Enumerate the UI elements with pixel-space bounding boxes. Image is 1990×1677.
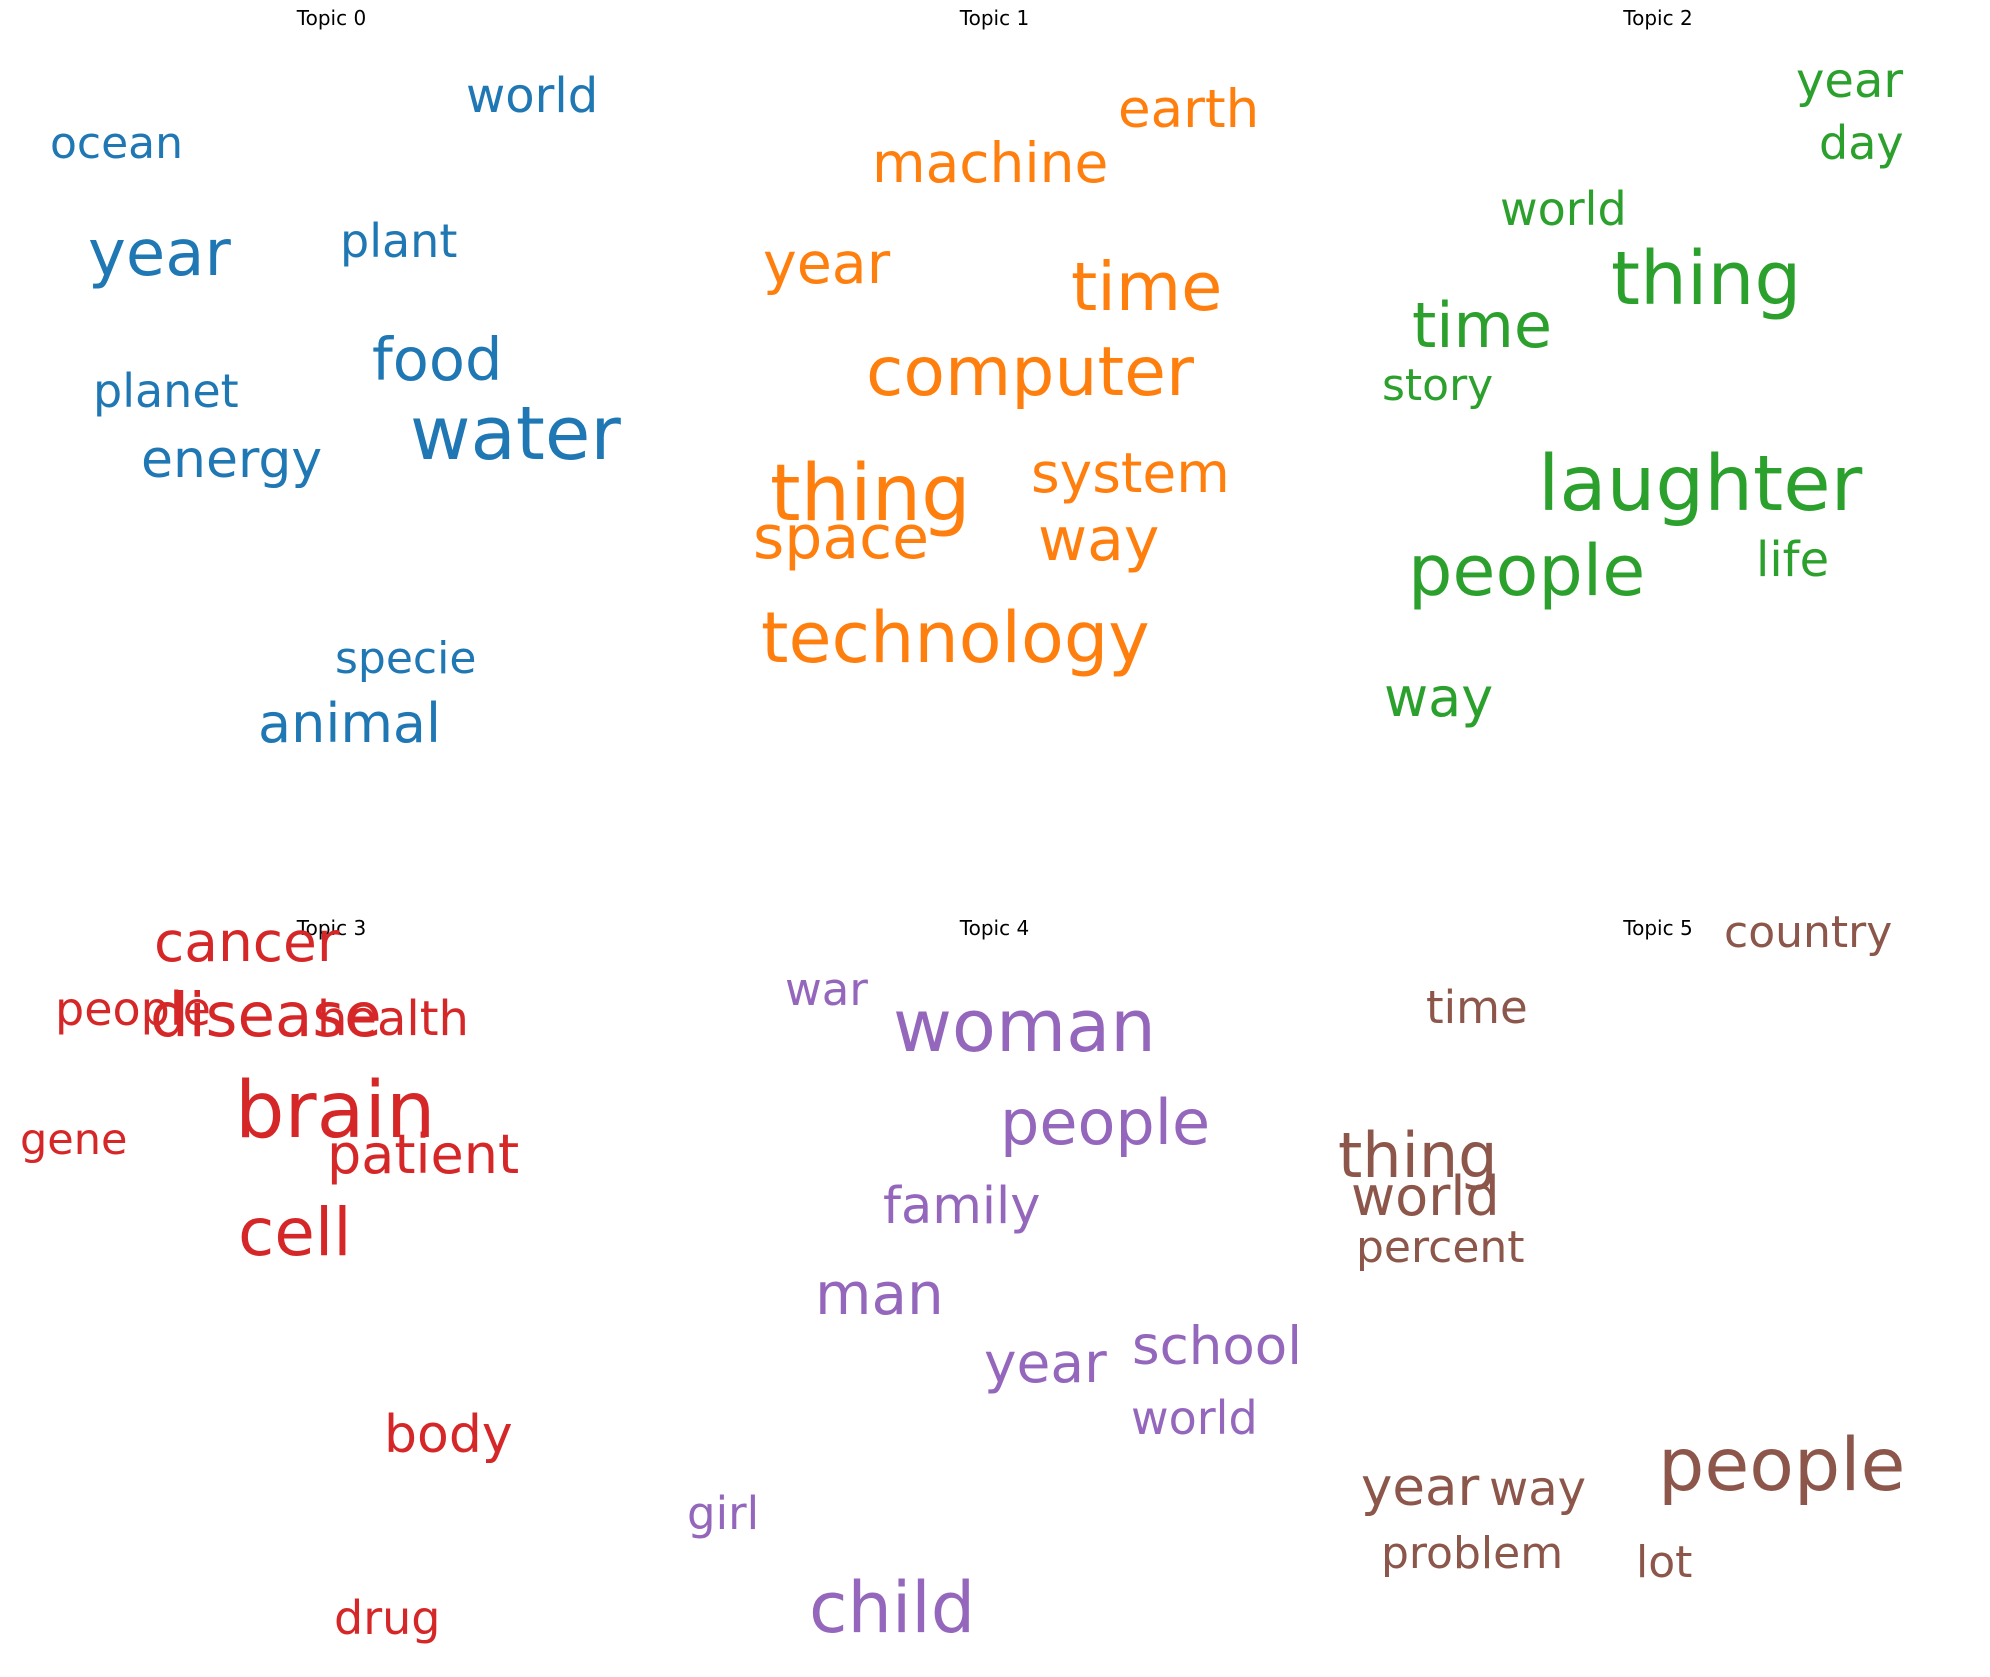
word-computer: computer xyxy=(866,333,1194,412)
word-drug: drug xyxy=(334,1591,441,1645)
topic-panel-0: Topic 0 water year food energy animal world pl… xyxy=(0,0,663,900)
word-disease: disease xyxy=(150,980,382,1051)
wordcloud-2: laughter thing people time way year life world d… xyxy=(1326,0,1990,900)
word-man: man xyxy=(815,1260,944,1328)
word-story: story xyxy=(1382,360,1494,411)
topic-panel-4: Topic 4 woman child people man year school fam… xyxy=(663,910,1326,1677)
word-planet: planet xyxy=(93,364,239,418)
word-system: system xyxy=(1031,441,1230,505)
topic-title-1: Topic 1 xyxy=(959,6,1030,30)
word-school: school xyxy=(1132,1316,1302,1377)
word-machine: machine xyxy=(872,131,1109,195)
wordcloud-5: people thing world year way time percent countr… xyxy=(1326,910,1990,1677)
word-specie: specie xyxy=(335,633,477,684)
word-way: way xyxy=(1038,505,1160,575)
word-ocean: ocean xyxy=(50,118,184,169)
topic-title-4: Topic 4 xyxy=(959,916,1030,940)
word-woman: woman xyxy=(893,984,1156,1068)
word-girl: girl xyxy=(687,1487,760,1540)
wordcloud-4: woman child people man year school family world… xyxy=(663,910,1326,1677)
word-time: time xyxy=(1412,289,1553,362)
word-year: year xyxy=(984,1331,1107,1395)
word-water: water xyxy=(410,391,621,477)
word-year: year xyxy=(763,231,891,297)
word-way: way xyxy=(1489,1461,1587,1517)
word-body: body xyxy=(384,1405,513,1465)
word-day: day xyxy=(1819,116,1904,170)
word-world: world xyxy=(1131,1391,1258,1445)
word-technology: technology xyxy=(761,597,1150,679)
word-way: way xyxy=(1384,666,1494,729)
word-year: year xyxy=(1796,53,1904,109)
topic-panel-2: Topic 2 laughter thing people time way year li… xyxy=(1326,0,1990,900)
word-space: space xyxy=(753,503,930,573)
word-child: child xyxy=(809,1567,976,1649)
word-cell: cell xyxy=(238,1194,352,1271)
word-world: world xyxy=(1351,1165,1500,1228)
topic-panel-3: Topic 3 brain cell disease cancer patient bod… xyxy=(0,910,663,1677)
word-cancer: cancer xyxy=(154,910,340,974)
word-people: people xyxy=(1658,1423,1906,1508)
topic-title-0: Topic 0 xyxy=(296,6,367,30)
word-animal: animal xyxy=(258,692,442,755)
word-percent: percent xyxy=(1356,1222,1525,1273)
word-people: people xyxy=(55,982,211,1036)
word-food: food xyxy=(372,325,503,394)
wordcloud-3: brain cell disease cancer patient body health p… xyxy=(0,910,663,1677)
word-war: war xyxy=(785,963,868,1016)
word-people: people xyxy=(1408,530,1646,612)
word-thing: thing xyxy=(1611,236,1802,322)
word-world: world xyxy=(1500,182,1627,236)
word-life: life xyxy=(1756,532,1830,588)
word-laughter: laughter xyxy=(1538,440,1863,529)
word-lot: lot xyxy=(1636,1537,1693,1588)
word-people: people xyxy=(1000,1086,1211,1159)
topic-panel-1: Topic 1 thing technology computer time space… xyxy=(663,0,1326,900)
word-patient: patient xyxy=(327,1123,520,1186)
word-time: time xyxy=(1071,248,1223,326)
topic-title-5: Topic 5 xyxy=(1623,916,1693,940)
word-energy: energy xyxy=(141,430,323,490)
word-year: year xyxy=(1361,1457,1480,1518)
word-thing: thing xyxy=(770,449,971,539)
wordcloud-0: water year food energy animal world planet plan… xyxy=(0,0,663,900)
word-brain: brain xyxy=(235,1066,436,1156)
topic-title-3: Topic 3 xyxy=(296,916,367,940)
topic-title-2: Topic 2 xyxy=(1623,6,1693,30)
word-country: country xyxy=(1724,907,1893,958)
word-thing: thing xyxy=(1338,1119,1498,1192)
word-problem: problem xyxy=(1381,1528,1564,1579)
word-plant: plant xyxy=(340,214,458,268)
word-year: year xyxy=(88,217,231,291)
word-earth: earth xyxy=(1118,79,1260,140)
wordcloud-1: thing technology computer time space machine w… xyxy=(663,0,1326,900)
word-gene: gene xyxy=(20,1115,128,1165)
word-family: family xyxy=(883,1177,1041,1236)
word-health: health xyxy=(317,991,469,1047)
word-world: world xyxy=(466,68,599,124)
word-time: time xyxy=(1426,981,1528,1034)
topic-panel-5: Topic 5 people thing world year way time perce… xyxy=(1326,910,1990,1677)
